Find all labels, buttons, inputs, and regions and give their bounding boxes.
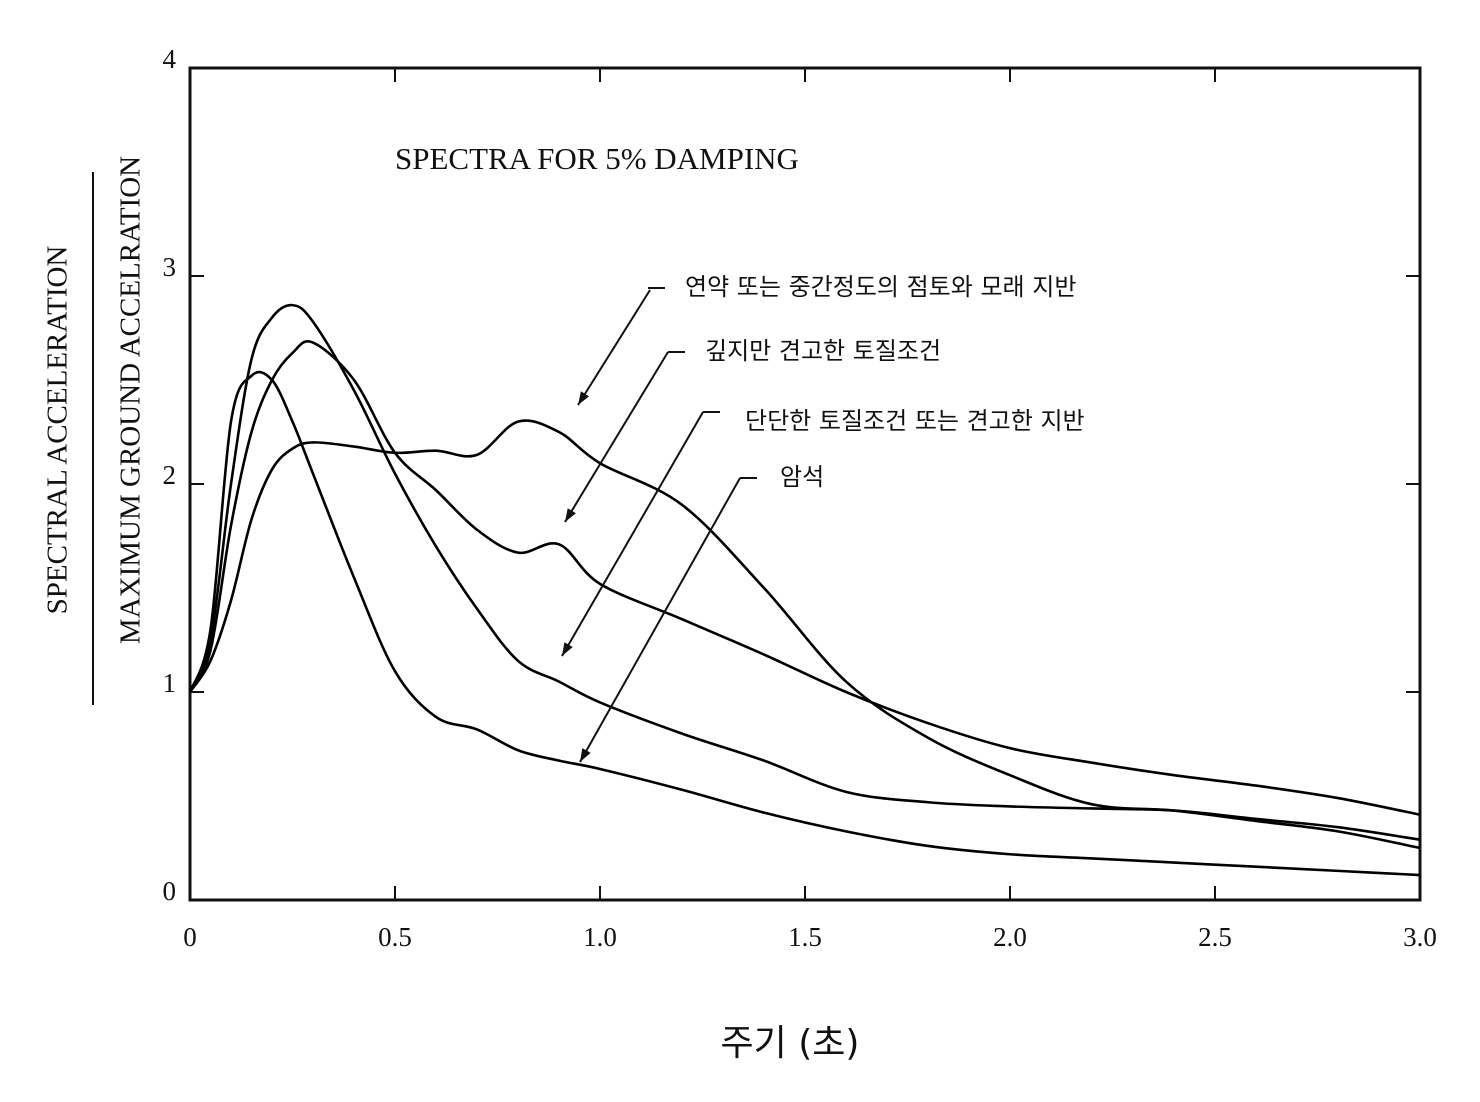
series-line — [188, 370, 1421, 877]
arrow-shaft — [564, 351, 669, 523]
series-line — [188, 303, 1421, 841]
x-tick-label: 2.5 — [1198, 922, 1232, 952]
series-label: 암석 — [780, 463, 824, 491]
y-tick-label: 3 — [163, 252, 177, 282]
series-line — [188, 340, 1421, 816]
x-label: 주기 (초) — [721, 1023, 860, 1064]
series-label: 연약 또는 중간정도의 점토와 모래 지반 — [685, 273, 1076, 301]
arrow-head — [578, 391, 590, 405]
x-tick-label: 0 — [183, 922, 197, 952]
x-tick-label: 1.0 — [583, 922, 617, 952]
series-label: 깊지만 견고한 토질조건 — [705, 337, 941, 365]
y-tick-label: 0 — [163, 876, 177, 906]
arrow-head — [565, 508, 576, 522]
y-tick-label: 4 — [163, 44, 177, 74]
arrow-head — [580, 748, 591, 762]
y-tick-label: 2 — [163, 460, 177, 490]
arrow-shaft — [577, 289, 651, 406]
y-label-numerator: SPECTRAL ACCELERATION — [42, 246, 74, 615]
chart-title: SPECTRA FOR 5% DAMPING — [395, 141, 799, 176]
x-tick-label: 3.0 — [1403, 922, 1437, 952]
arrow-shaft — [561, 411, 704, 657]
arrow-head — [562, 642, 573, 656]
x-tick-label: 0.5 — [378, 922, 412, 952]
y-label-denominator: MAXIMUM GROUND ACCELRATION — [115, 156, 147, 644]
x-tick-label: 1.5 — [788, 922, 822, 952]
arrow-shaft — [579, 477, 741, 763]
y-tick-label: 1 — [163, 668, 177, 698]
series-label: 단단한 토질조건 또는 견고한 지반 — [745, 407, 1085, 435]
x-tick-label: 2.0 — [993, 922, 1027, 952]
